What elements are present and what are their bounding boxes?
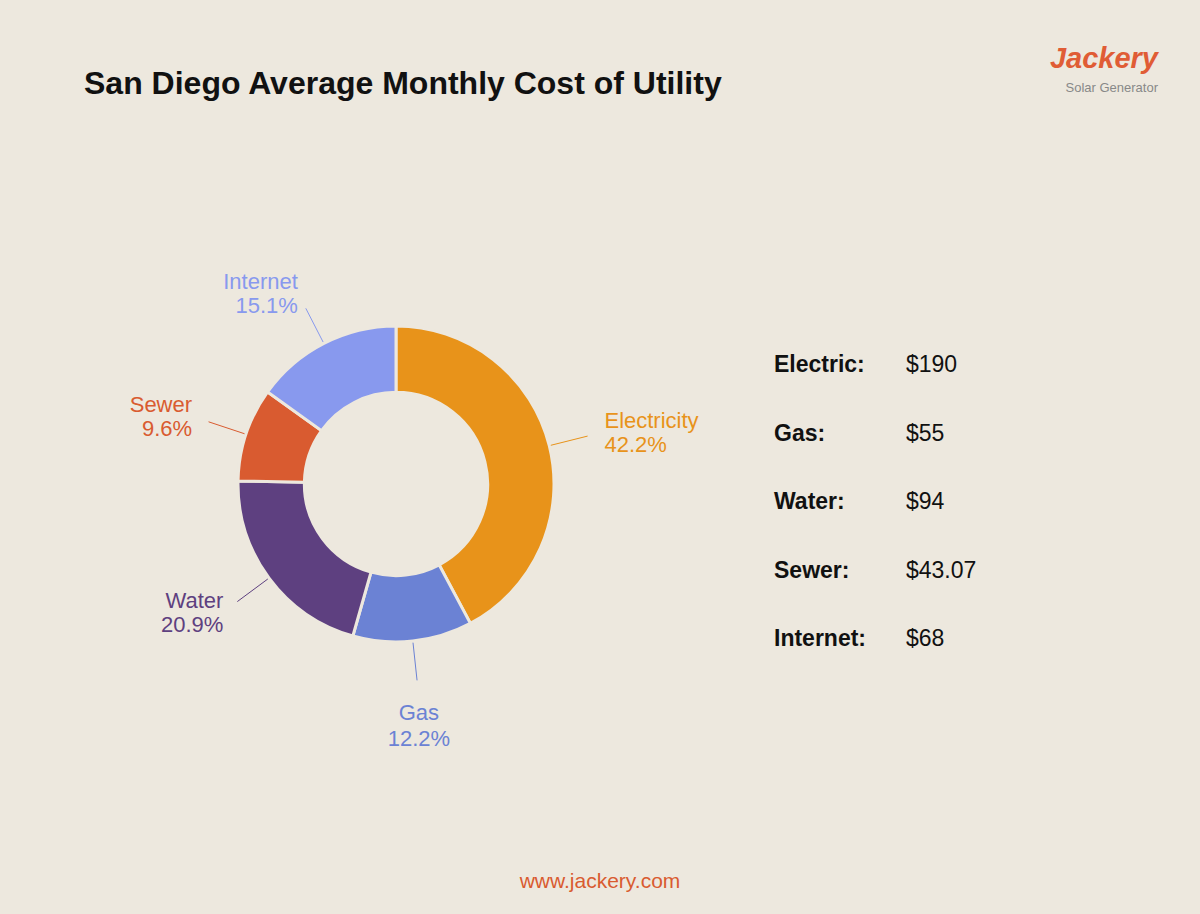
leader-line (551, 436, 588, 445)
annotation-value: $68 (906, 625, 944, 651)
donut (209, 308, 588, 680)
leader-line (413, 643, 417, 681)
annotation-label: Gas: (774, 420, 825, 446)
category-label: Water (165, 588, 223, 613)
leader-line (237, 579, 267, 602)
background (0, 0, 1200, 914)
data-label: 15.1% (235, 293, 297, 318)
annotation-label: Water: (774, 488, 845, 514)
annotation-label: Electric: (774, 351, 865, 377)
data-labels: Electricity42.2% Gas12.2% Water20.9% Sewer9… (130, 269, 699, 751)
data-label: 12.2% (388, 726, 450, 751)
annotation-value: $94 (906, 488, 945, 514)
annotation-value: $190 (906, 351, 957, 377)
brand-subtitle: Solar Generator (1066, 80, 1159, 95)
category-label: Electricity (604, 408, 698, 433)
wedge (268, 326, 396, 431)
category-label: Gas (399, 700, 439, 725)
wedge (238, 481, 371, 636)
leader-line (209, 422, 245, 434)
data-label: 20.9% (161, 612, 223, 637)
data-label: 9.6% (142, 416, 192, 441)
data-label: 42.2% (604, 432, 666, 457)
brand: Jackery (1050, 42, 1160, 74)
annotation-label: Internet: (774, 625, 866, 651)
category-label: Sewer (130, 392, 192, 417)
footer: www.jackery.com (519, 869, 681, 892)
chart: San Diego Average Monthly Cost of Utilit… (0, 0, 1200, 914)
leader-line (306, 308, 323, 342)
cost-list: Electric: $190 Gas: $55 Water: $94 Sewer: $43.0… (774, 351, 976, 651)
annotation-label: Sewer: (774, 557, 849, 583)
annotation-value: $55 (906, 420, 944, 446)
category-label: Internet (223, 269, 298, 294)
annotation-value: $43.07 (906, 557, 976, 583)
title: San Diego Average Monthly Cost of Utilit… (84, 65, 722, 101)
